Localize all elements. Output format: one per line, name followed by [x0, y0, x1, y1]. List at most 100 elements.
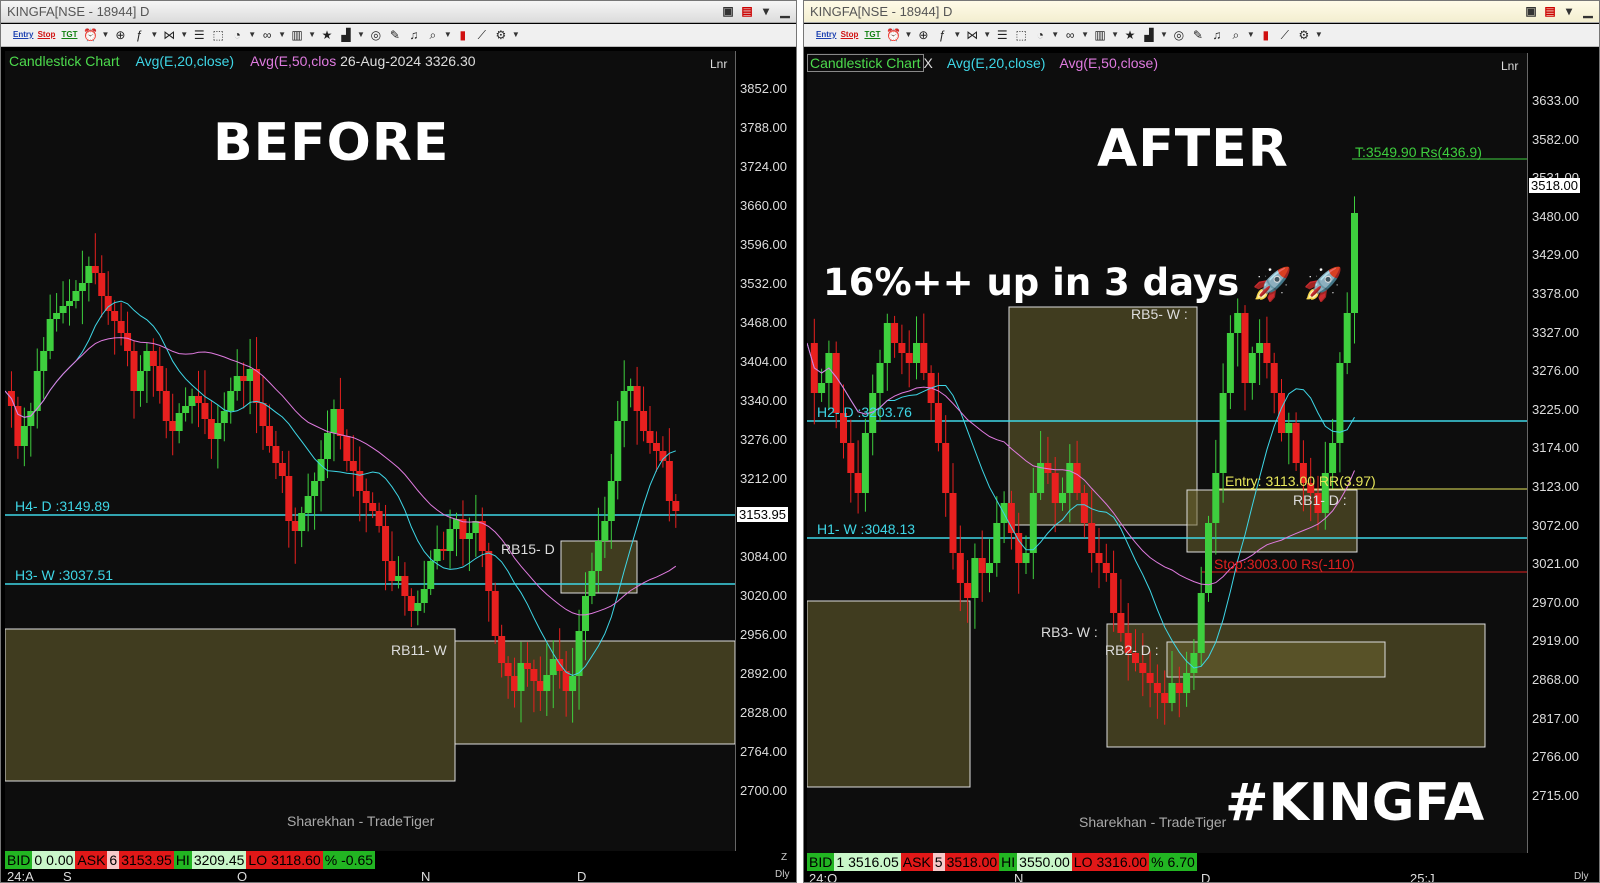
zoom-icon[interactable]: ◔ [233, 28, 241, 42]
price-tick-label: 3532.00 [740, 276, 787, 291]
indicator-icon[interactable]: ƒ [939, 28, 946, 42]
candlestick-chart[interactable]: H2- D :3203.76 H1- W :3048.13 T:3549.90 Rs… [807, 53, 1527, 853]
candle-body [207, 419, 215, 439]
window-titlebar[interactable]: KINGFA[NSE - 18944] D ▣ ▤ ▾ ▁ [1, 1, 796, 23]
zoom-icon[interactable]: ◔ [1036, 28, 1044, 42]
entry-button[interactable]: Entry [13, 30, 34, 39]
bell-icon[interactable]: ♫ [409, 28, 419, 42]
chevron-down-icon[interactable]: ▼ [308, 30, 316, 39]
search-icon[interactable]: ⌕ [1232, 28, 1240, 42]
chart-canvas[interactable]: H2- D :3203.76 H1- W :3048.13 T:3549.90 Rs… [807, 53, 1527, 853]
box-icon[interactable]: ⬚ [212, 28, 224, 42]
period-daily[interactable]: Dly [1574, 871, 1589, 882]
legend-ema50[interactable]: Avg(E,50,close) [1059, 55, 1158, 71]
lines-icon[interactable]: ☰ [996, 28, 1008, 42]
pen-icon[interactable]: ✎ [1192, 28, 1203, 42]
stop-button[interactable]: Stop [37, 30, 56, 39]
print-icon[interactable]: ▤ [1544, 4, 1556, 18]
period-daily[interactable]: Dly [775, 869, 790, 880]
candlestick-chart[interactable]: H4- D :3149.89 H3- W :3037.51 RB15- D RB11-… [5, 51, 735, 851]
price-axis[interactable]: 3633.003582.003531.003480.003429.003378.… [1527, 53, 1585, 853]
chevron-down-icon[interactable]: ▼ [1159, 30, 1168, 39]
time-label: D [1201, 871, 1211, 883]
chevron-down-icon[interactable]: ▼ [1246, 30, 1255, 39]
high-price: 3550.00 [1017, 853, 1072, 871]
alarm-icon[interactable]: ⏰ [885, 28, 901, 42]
star-icon[interactable]: ★ [321, 28, 333, 42]
crosshair-icon[interactable]: ⊕ [918, 28, 929, 42]
chevron-down-icon[interactable]: ▼ [278, 30, 287, 39]
book-icon[interactable]: ▥ [1094, 28, 1106, 42]
candle-body [543, 675, 551, 691]
chevron-down-icon[interactable]: ▼ [511, 30, 520, 39]
book-icon[interactable]: ▥ [291, 28, 303, 42]
chevron-down-icon[interactable]: ▼ [1051, 30, 1060, 39]
gear-icon[interactable]: ⚙ [495, 28, 507, 42]
minimize-icon[interactable]: ▁ [780, 4, 790, 18]
time-axis[interactable]: 24:O N D 25:J [807, 871, 1527, 883]
chevron-down-icon[interactable]: ▼ [101, 30, 110, 39]
window-titlebar[interactable]: KINGFA[NSE - 18944] D ▣ ▤ ▾ ▁ [804, 1, 1599, 23]
trash-icon[interactable]: ▮ [459, 28, 467, 42]
legend-chart-type[interactable]: Candlestick Chart [807, 54, 924, 72]
restore-icon[interactable]: ▣ [1525, 4, 1537, 18]
fib-icon[interactable]: ⋈ [163, 28, 176, 42]
target-button[interactable]: TGT [864, 30, 881, 39]
bars-icon[interactable]: ▟ [341, 28, 351, 42]
corner-z[interactable]: Z [781, 852, 788, 863]
speed-icon[interactable]: ◎ [1173, 28, 1185, 42]
legend-chart-type[interactable]: Candlestick Chart [9, 53, 120, 69]
chevron-down-icon[interactable]: ▼ [180, 30, 189, 39]
box-icon[interactable]: ⬚ [1015, 28, 1027, 42]
chevron-down-icon[interactable]: ▼ [1081, 30, 1090, 39]
legend-ema20[interactable]: Avg(E,20,close) [946, 55, 1046, 71]
chart-line-icon[interactable]: ⟋ [1280, 28, 1290, 42]
price-tick-label: 3596.00 [740, 237, 787, 252]
scale-mode[interactable]: Lnr [1501, 59, 1519, 73]
lines-icon[interactable]: ☰ [193, 28, 205, 42]
star-icon[interactable]: ★ [1124, 28, 1136, 42]
pct-change: -0.65 [339, 851, 376, 869]
print-icon[interactable]: ▤ [741, 4, 753, 18]
chevron-down-icon[interactable]: ▼ [1314, 30, 1323, 39]
indicator-icon[interactable]: ƒ [136, 28, 143, 42]
trash-icon[interactable]: ▮ [1262, 28, 1270, 42]
chevron-down-icon[interactable]: ▼ [1111, 30, 1119, 39]
price-axis[interactable]: 3852.00 3788.00 3724.00 3660.00 3596.00 3532.… [735, 51, 793, 851]
legend-close-button[interactable]: X [923, 55, 933, 71]
entry-button[interactable]: Entry [816, 30, 837, 39]
chart-canvas[interactable]: H4- D :3149.89 H3- W :3037.51 RB15- D RB11-… [5, 51, 735, 851]
dropdown-icon[interactable]: ▾ [762, 4, 770, 18]
pen-icon[interactable]: ✎ [389, 28, 400, 42]
crosshair-icon[interactable]: ⊕ [115, 28, 126, 42]
stop-button[interactable]: Stop [840, 30, 859, 39]
candle-body [188, 396, 196, 406]
candle-body [530, 669, 538, 681]
bell-icon[interactable]: ♫ [1212, 28, 1222, 42]
legend-ema50[interactable]: Avg(E,50,clos [250, 53, 337, 69]
speed-icon[interactable]: ◎ [370, 28, 382, 42]
chevron-down-icon[interactable]: ▼ [904, 30, 913, 39]
chevron-down-icon[interactable]: ▼ [443, 30, 452, 39]
legend-ema20[interactable]: Avg(E,20,close) [135, 53, 235, 69]
bars-icon[interactable]: ▟ [1144, 28, 1154, 42]
minimize-icon[interactable]: ▁ [1583, 4, 1593, 18]
link-icon[interactable]: ∞ [262, 28, 272, 42]
chart-line-icon[interactable]: ⟋ [477, 28, 487, 42]
scale-mode[interactable]: Lnr [710, 57, 728, 71]
link-icon[interactable]: ∞ [1065, 28, 1075, 42]
chevron-down-icon[interactable]: ▼ [356, 30, 365, 39]
dropdown-icon[interactable]: ▾ [1565, 4, 1573, 18]
chevron-down-icon[interactable]: ▼ [248, 30, 257, 39]
search-icon[interactable]: ⌕ [429, 28, 437, 42]
time-axis[interactable]: 24:A S O N D [5, 869, 735, 882]
fib-icon[interactable]: ⋈ [966, 28, 979, 42]
alarm-icon[interactable]: ⏰ [82, 28, 98, 42]
restore-icon[interactable]: ▣ [722, 4, 734, 18]
chevron-down-icon[interactable]: ▼ [983, 30, 992, 39]
chevron-down-icon[interactable]: ▼ [150, 30, 159, 39]
candle-body [375, 511, 383, 526]
chevron-down-icon[interactable]: ▼ [953, 30, 962, 39]
gear-icon[interactable]: ⚙ [1298, 28, 1310, 42]
target-button[interactable]: TGT [61, 30, 78, 39]
